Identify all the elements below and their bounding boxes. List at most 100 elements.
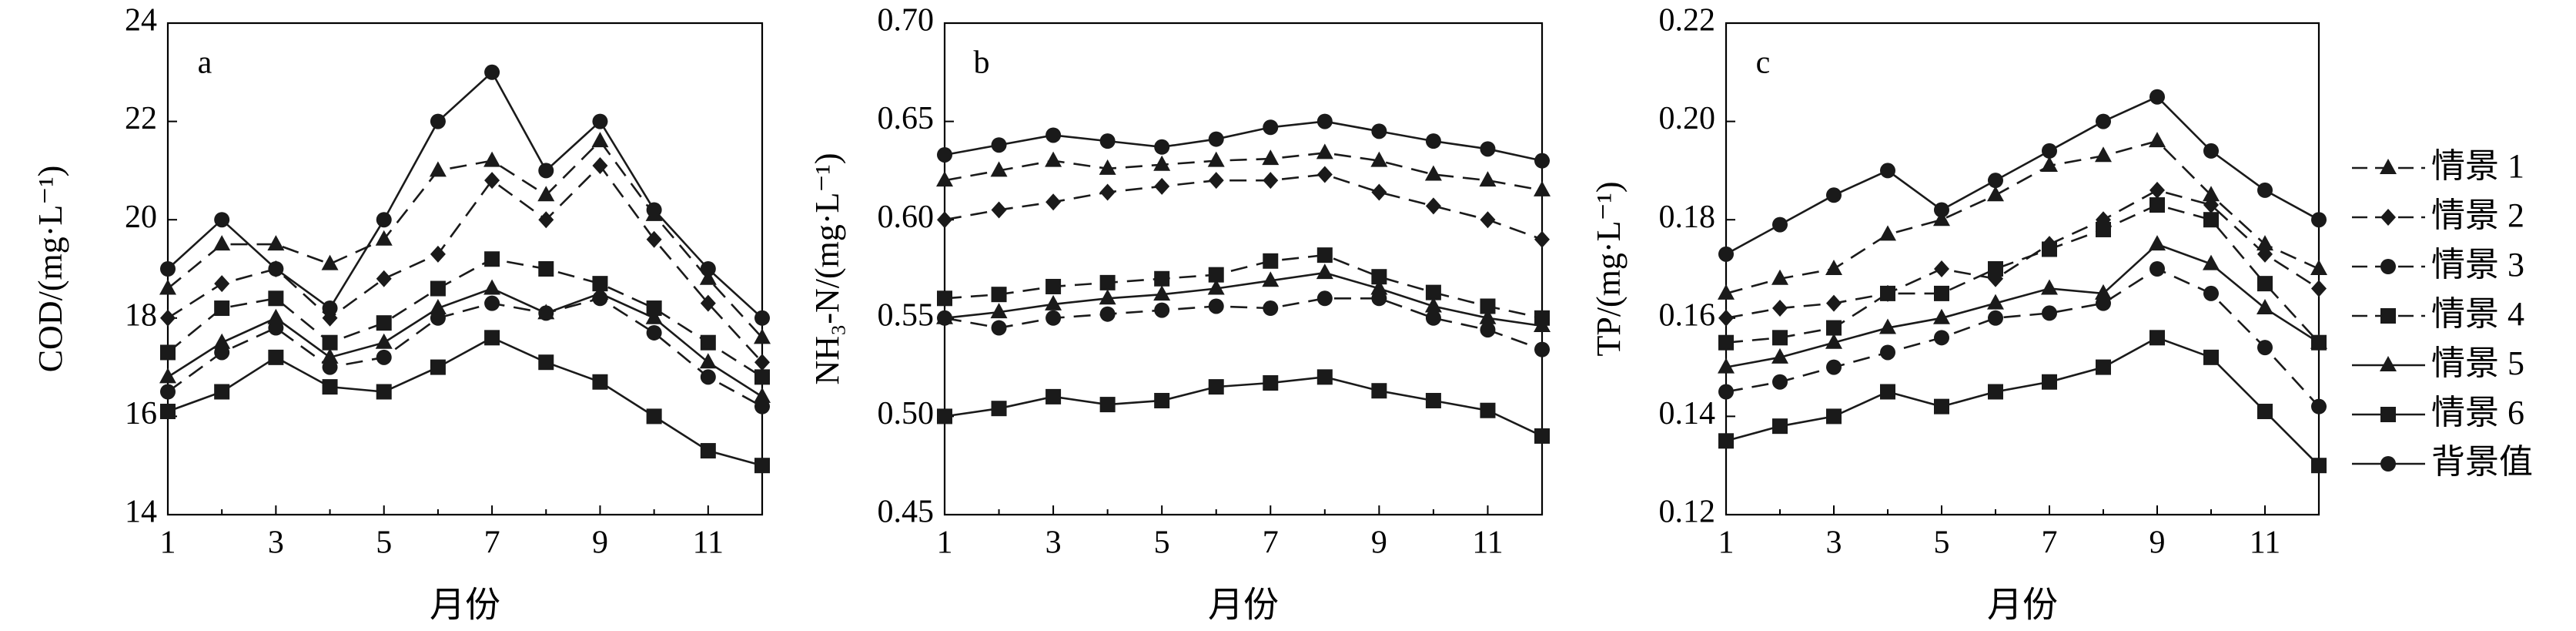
data-point [1316, 143, 1333, 159]
series-4 [937, 247, 1550, 326]
data-point [1880, 344, 1895, 361]
data-point [376, 315, 392, 331]
data-point [754, 328, 771, 344]
data-point [1826, 187, 1842, 203]
data-point [1718, 284, 1735, 300]
data-point [537, 186, 555, 202]
data-point [376, 212, 392, 228]
data-point [2257, 340, 2273, 356]
data-point [1099, 289, 1116, 305]
data-point [375, 230, 393, 246]
data-point [1479, 171, 1497, 187]
series-5 [1718, 235, 2327, 374]
data-point [991, 320, 1007, 336]
data-point [430, 113, 446, 129]
x-tick-label: 11 [1472, 525, 1503, 561]
y-tick-label: 0.50 [878, 396, 935, 431]
data-point [321, 254, 339, 270]
data-point [430, 359, 446, 375]
data-point [1045, 193, 1062, 211]
data-point [1208, 131, 1224, 147]
legend-marker [2380, 308, 2396, 324]
data-point [1480, 298, 1496, 314]
data-point [1772, 418, 1788, 435]
data-point [754, 354, 770, 371]
data-point [375, 333, 393, 349]
legend-label: 情景 3 [2431, 246, 2524, 284]
data-point [1099, 397, 1116, 413]
data-point [2311, 458, 2327, 474]
legend: 情景 1 情景 2 情景 3 情景 4 情景 5 情景 6 背景值 [2352, 147, 2533, 481]
data-point [1371, 269, 1387, 285]
data-point [1826, 359, 1842, 375]
data-point [538, 211, 554, 229]
data-point [1370, 279, 1388, 295]
data-point [1825, 333, 1842, 349]
legend-label: 情景 6 [2431, 394, 2524, 431]
x-tick-label: 5 [1934, 525, 1950, 561]
legend-label: 情景 1 [2431, 147, 2524, 185]
y-tick-label: 16 [125, 396, 157, 431]
data-point [1424, 165, 1442, 181]
data-point [1316, 369, 1333, 385]
data-point [2203, 196, 2219, 214]
data-point [2096, 221, 2111, 237]
legend-marker [2380, 209, 2396, 226]
data-point [1153, 285, 1171, 301]
series-line [167, 164, 763, 364]
data-point [990, 161, 1008, 177]
data-point [484, 172, 500, 190]
x-tick-label: 5 [376, 525, 392, 561]
x-tick-label: 7 [484, 525, 500, 561]
data-point [1262, 149, 1280, 166]
x-tick-label: 9 [592, 525, 608, 561]
series-2 [1718, 181, 2327, 327]
data-point [538, 261, 554, 277]
data-point [1880, 285, 1895, 301]
data-point [1208, 172, 1224, 190]
y-tick-label: 0.14 [1659, 396, 1716, 431]
series-line [944, 253, 1543, 320]
data-point [1718, 334, 1734, 351]
data-point [592, 276, 608, 292]
series-7 [160, 64, 770, 326]
data-point [484, 330, 500, 346]
data-point [1718, 433, 1734, 449]
data-point [1718, 309, 1734, 327]
data-point [700, 261, 716, 277]
data-point [322, 379, 338, 395]
data-point [376, 349, 392, 365]
legend-item: 情景 6 [2352, 394, 2524, 431]
data-point [1771, 347, 1788, 364]
legend-marker [2380, 259, 2396, 274]
x-tick-label: 3 [1045, 525, 1062, 561]
data-point [483, 151, 501, 167]
data-point [2149, 132, 2166, 148]
data-point [1154, 270, 1170, 287]
series-1 [1718, 132, 2327, 300]
data-point [1988, 261, 2003, 277]
series-line [167, 297, 763, 408]
data-point [214, 275, 230, 293]
data-point [2042, 305, 2057, 321]
data-point [1154, 139, 1170, 155]
data-point [2203, 349, 2219, 365]
x-axis-label: 月份 [1987, 586, 2058, 625]
data-point [2311, 398, 2327, 415]
y-tick-label: 0.65 [878, 101, 935, 136]
data-point [159, 279, 176, 295]
data-point [991, 201, 1007, 219]
series-3 [1718, 261, 2327, 415]
data-point [2257, 245, 2273, 263]
data-point [2149, 197, 2165, 213]
data-point [1480, 211, 1496, 229]
data-point [2310, 333, 2327, 349]
data-point [2149, 261, 2165, 277]
data-point [160, 404, 176, 420]
legend-item: 情景 4 [2352, 295, 2524, 333]
legend-item: 情景 3 [2352, 246, 2524, 284]
data-point [991, 287, 1007, 303]
series-6 [937, 369, 1550, 444]
series-line [1725, 203, 2320, 344]
data-point [1988, 310, 2003, 326]
